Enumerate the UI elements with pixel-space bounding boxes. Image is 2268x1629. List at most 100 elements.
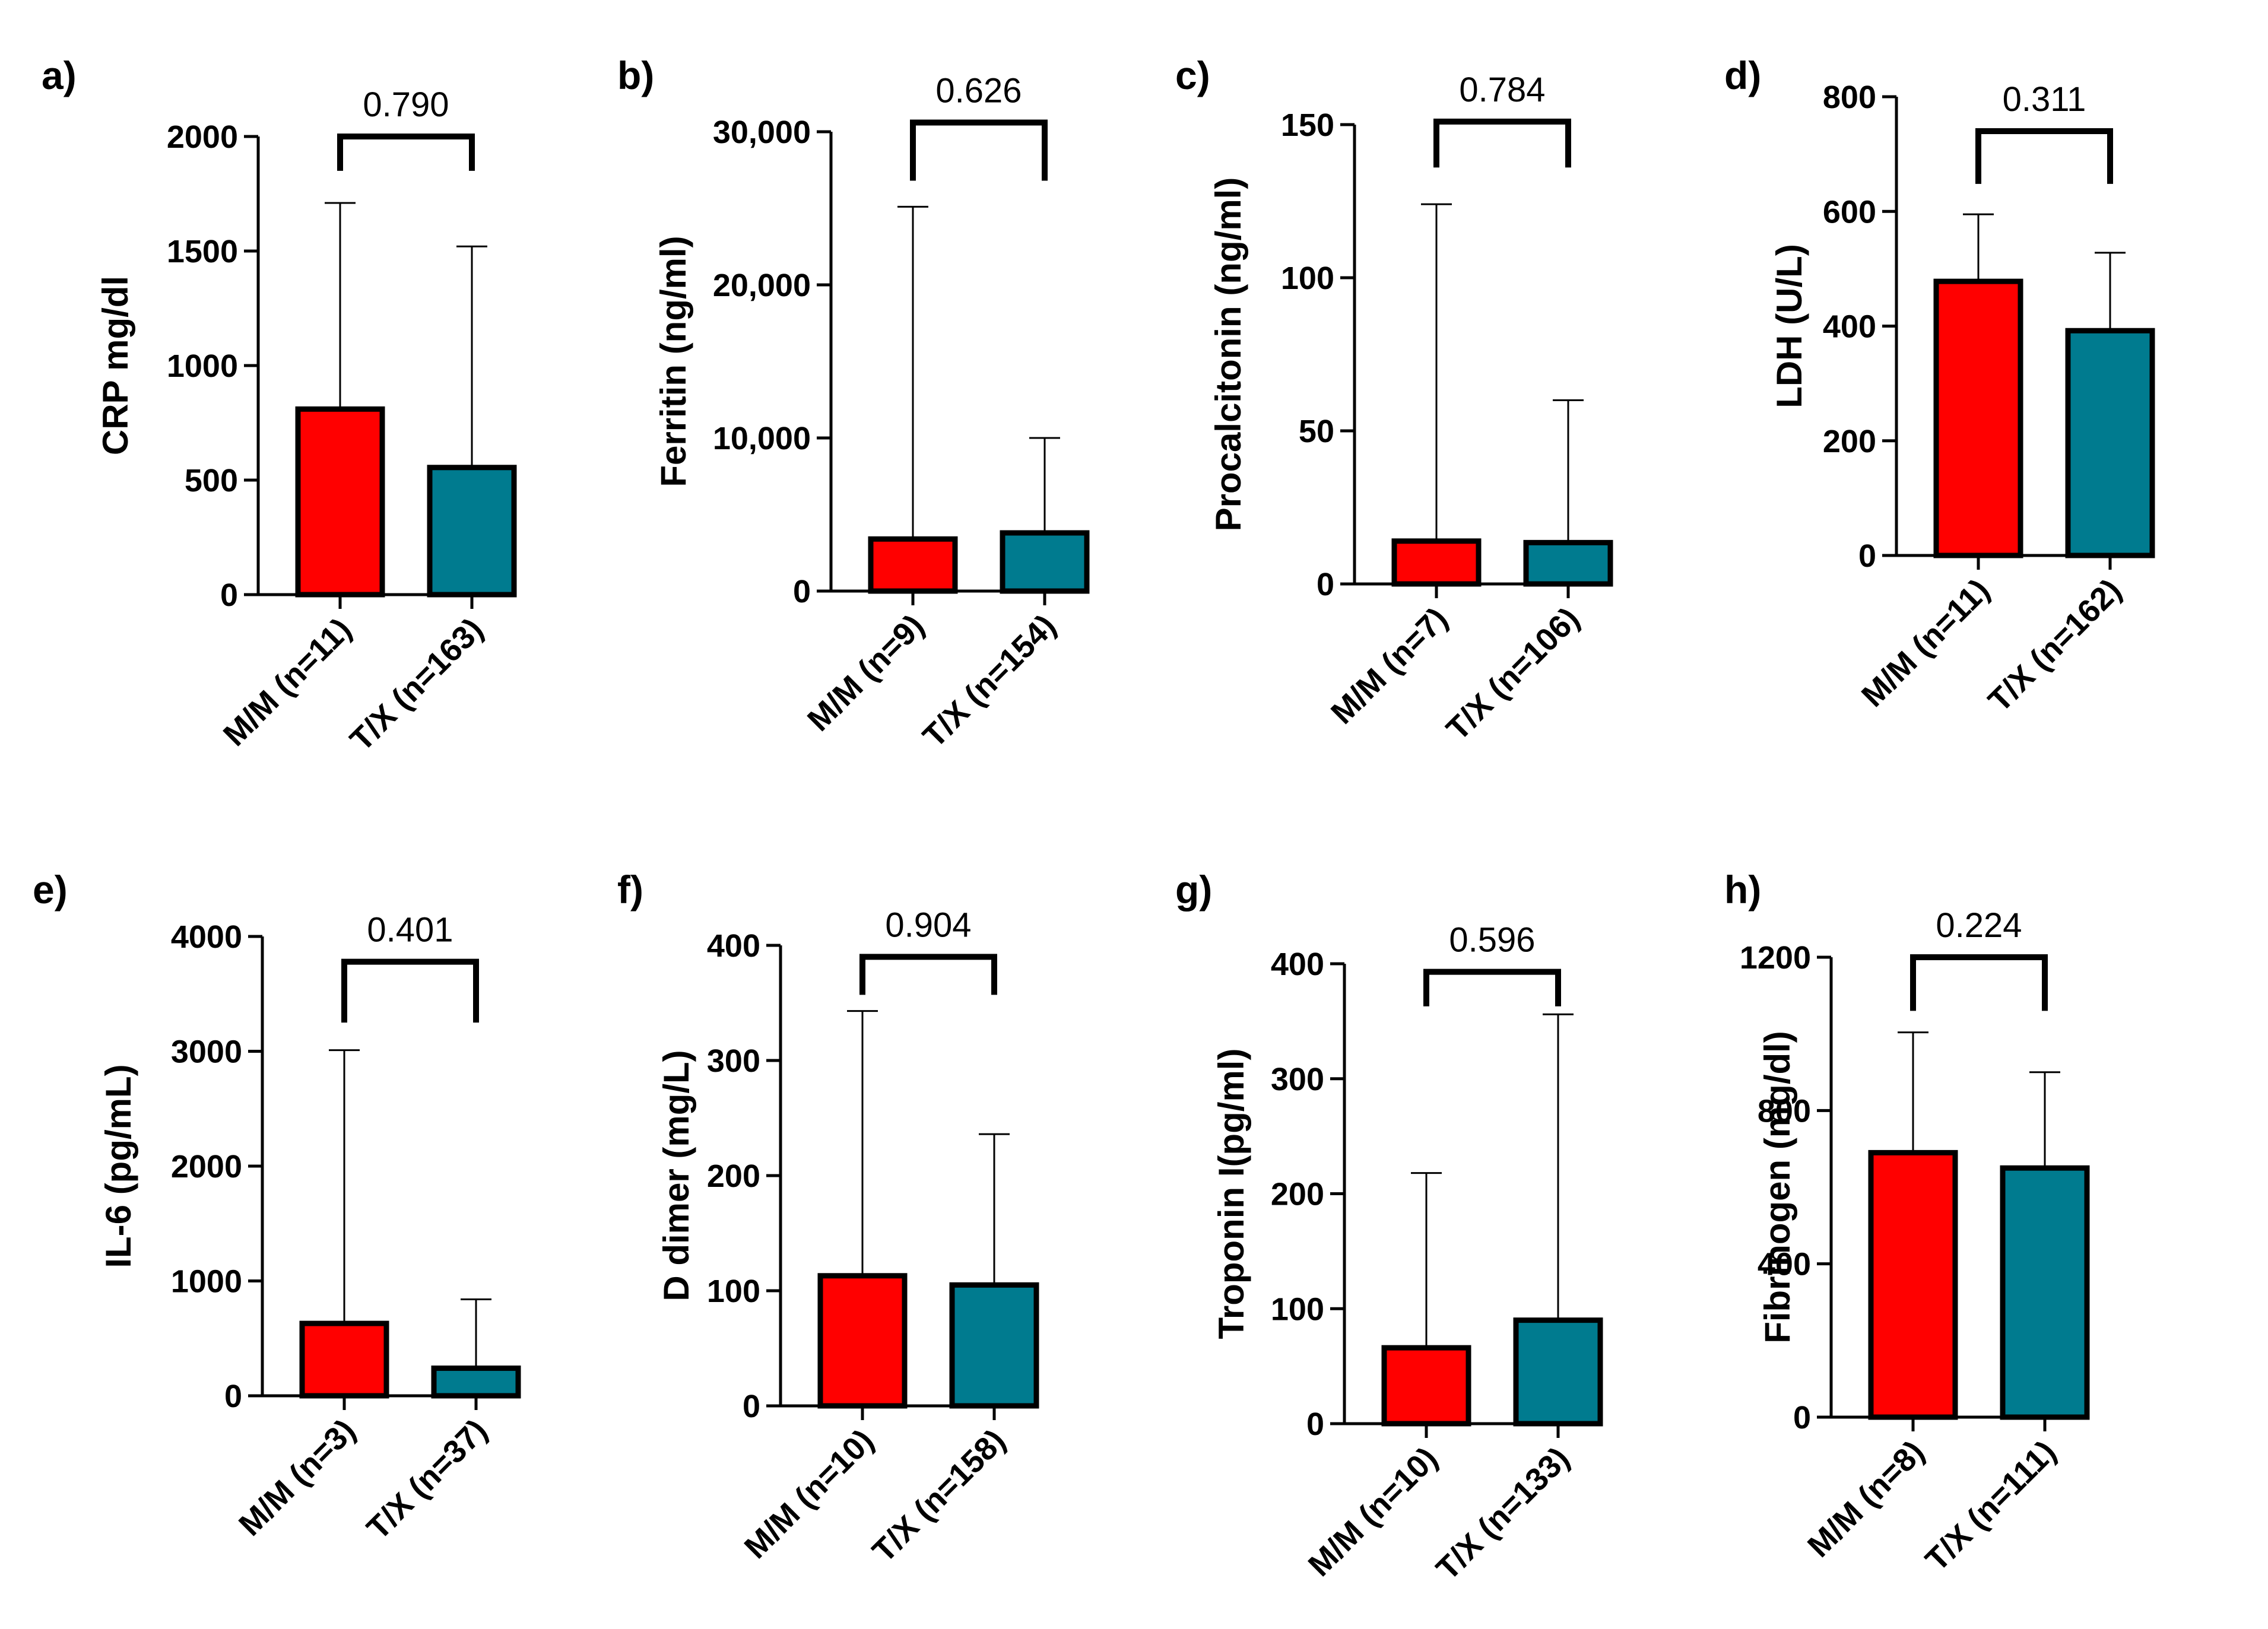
significance-bracket — [337, 134, 475, 171]
chart-panel-b: b) Ferritin (ng/ml) 0 10,000 20,000 30,000 M/M… — [617, 53, 1090, 754]
panel-letter: c) — [1175, 53, 1210, 97]
x-tick-label: M/M (n=7) — [1324, 601, 1455, 731]
y-tick-label: 0 — [220, 577, 238, 613]
y-tick-label: 2000 — [167, 119, 238, 155]
chart-panel-c: c) Procalcitonin (ng/ml) 0 50 100 150 M/M (n=7… — [1175, 53, 1613, 747]
bar-tx — [949, 1282, 1039, 1409]
bar-mm — [817, 1273, 908, 1409]
y-tick-label: 200 — [1271, 1177, 1324, 1212]
y-tick-label: 0 — [1793, 1400, 1811, 1436]
bar-tx — [427, 465, 517, 598]
y-tick-label: 2000 — [171, 1149, 242, 1185]
significance-bracket — [1910, 954, 2048, 1011]
p-value-label: 0.596 — [1449, 921, 1535, 960]
y-tick-label: 600 — [1823, 194, 1876, 230]
y-tick-label: 1000 — [167, 348, 238, 384]
y-tick-label: 0 — [793, 574, 811, 609]
y-tick-label: 200 — [1823, 424, 1876, 459]
chart-panel-f: f) D dimer (mg/L) 0 100 200 300 400 M/M (n=10)T… — [617, 868, 1039, 1569]
bar-mm — [1391, 538, 1482, 587]
y-tick-label: 150 — [1281, 107, 1334, 143]
p-value-label: 0.784 — [1459, 71, 1545, 109]
x-tick-label: M/M (n=3) — [232, 1412, 363, 1543]
panel-letter: a) — [42, 53, 77, 97]
significance-bracket — [1433, 118, 1571, 168]
chart-panel-h: h) Fibrinogen (mg/dl) 0 400 800 1200 M/M (n=8)… — [1724, 868, 2090, 1578]
chart-panel-e: e) IL-6 (pg/mL) 0 1000 2000 3000 4000 M/M (n=3)… — [33, 868, 521, 1547]
x-tick-label: T/X (n=158) — [865, 1422, 1012, 1569]
p-value-label: 0.224 — [1936, 906, 2022, 945]
y-axis-label: CRP mg/dl — [96, 276, 135, 455]
x-tick-label: T/X (n=163) — [343, 611, 490, 758]
y-tick-label: 100 — [1281, 261, 1334, 296]
bar-tx — [2065, 328, 2155, 558]
y-axis-label: Troponin I(pg/ml) — [1211, 1049, 1251, 1339]
p-value-label: 0.904 — [885, 906, 971, 944]
y-tick-label: 0 — [743, 1389, 760, 1424]
p-value-label: 0.401 — [367, 911, 453, 950]
y-tick-label: 400 — [1823, 309, 1876, 345]
panel-letter: d) — [1724, 53, 1761, 97]
y-tick-label: 300 — [1271, 1062, 1324, 1097]
y-axis-label: Procalcitonin (ng/ml) — [1208, 177, 1248, 532]
bar-tx — [1513, 1317, 1603, 1427]
bar-mm — [1381, 1345, 1471, 1427]
x-tick-label: M/M (n=10) — [738, 1422, 881, 1566]
y-tick-label: 20,000 — [713, 268, 811, 303]
bar-mm — [295, 406, 385, 598]
panel-letter: b) — [617, 53, 654, 97]
y-tick-label: 200 — [707, 1158, 760, 1194]
p-value-label: 0.790 — [363, 85, 449, 124]
bar-tx — [1000, 530, 1090, 594]
x-tick-label: T/X (n=133) — [1429, 1440, 1576, 1587]
y-tick-label: 30,000 — [713, 115, 811, 150]
y-tick-label: 0 — [1306, 1406, 1324, 1442]
panel-letter: g) — [1175, 868, 1212, 912]
y-axis-label: D dimer (mg/L) — [656, 1050, 696, 1301]
bar-mm — [299, 1320, 389, 1399]
y-tick-label: 1500 — [167, 234, 238, 269]
y-tick-label: 4000 — [171, 919, 242, 955]
y-tick-label: 800 — [1823, 80, 1876, 115]
y-tick-label: 100 — [707, 1274, 760, 1309]
chart-panel-a: a) CRP mg/dl 0 500 1000 1500 2000 M/M (n=11)T/X… — [42, 53, 517, 758]
y-tick-label: 0 — [1858, 538, 1876, 574]
chart-panel-g: g) Troponin I(pg/ml) 0 100 200 300 400 M/M (n=1… — [1175, 868, 1603, 1587]
y-tick-label: 10,000 — [713, 421, 811, 456]
chart-panel-d: d) LDH (U/L) 0 200 400 600 800 M/M (n=11)T/X (n… — [1724, 53, 2155, 719]
y-axis-label: IL-6 (pg/mL) — [99, 1064, 138, 1268]
y-tick-label: 800 — [1758, 1093, 1811, 1129]
bar-tx — [1523, 539, 1613, 587]
y-tick-label: 0 — [1317, 567, 1334, 602]
y-tick-label: 0 — [224, 1379, 242, 1414]
significance-bracket — [910, 119, 1048, 181]
panel-letter: h) — [1724, 868, 1761, 912]
y-tick-label: 400 — [707, 928, 760, 964]
x-tick-label: M/M (n=8) — [1801, 1434, 1931, 1564]
x-tick-label: T/X (n=106) — [1439, 601, 1586, 747]
p-value-label: 0.311 — [2003, 80, 2086, 119]
y-tick-label: 50 — [1299, 414, 1334, 449]
x-tick-label: T/X (n=154) — [916, 608, 1062, 754]
y-tick-label: 400 — [1271, 947, 1324, 982]
x-tick-label: T/X (n=162) — [1981, 572, 2128, 719]
bar-mm — [868, 536, 958, 594]
y-tick-label: 100 — [1271, 1291, 1324, 1327]
y-axis-label: LDH (U/L) — [1769, 244, 1809, 408]
x-tick-label: M/M (n=9) — [801, 608, 931, 738]
panel-letter: e) — [33, 868, 68, 912]
y-tick-label: 400 — [1758, 1247, 1811, 1282]
x-tick-label: T/X (n=37) — [360, 1412, 494, 1547]
significance-bracket — [1423, 968, 1561, 1006]
y-tick-label: 1200 — [1740, 940, 1811, 976]
x-tick-label: M/M (n=11) — [1855, 572, 1997, 714]
y-axis-label: Ferritin (ng/ml) — [654, 236, 693, 487]
significance-bracket — [859, 954, 997, 995]
x-tick-label: M/M (n=11) — [217, 611, 359, 753]
x-tick-label: M/M (n=10) — [1302, 1440, 1445, 1583]
y-tick-label: 1000 — [171, 1264, 242, 1300]
bar-mm — [1868, 1149, 1958, 1420]
y-tick-label: 500 — [185, 463, 238, 498]
y-tick-label: 3000 — [171, 1034, 242, 1070]
